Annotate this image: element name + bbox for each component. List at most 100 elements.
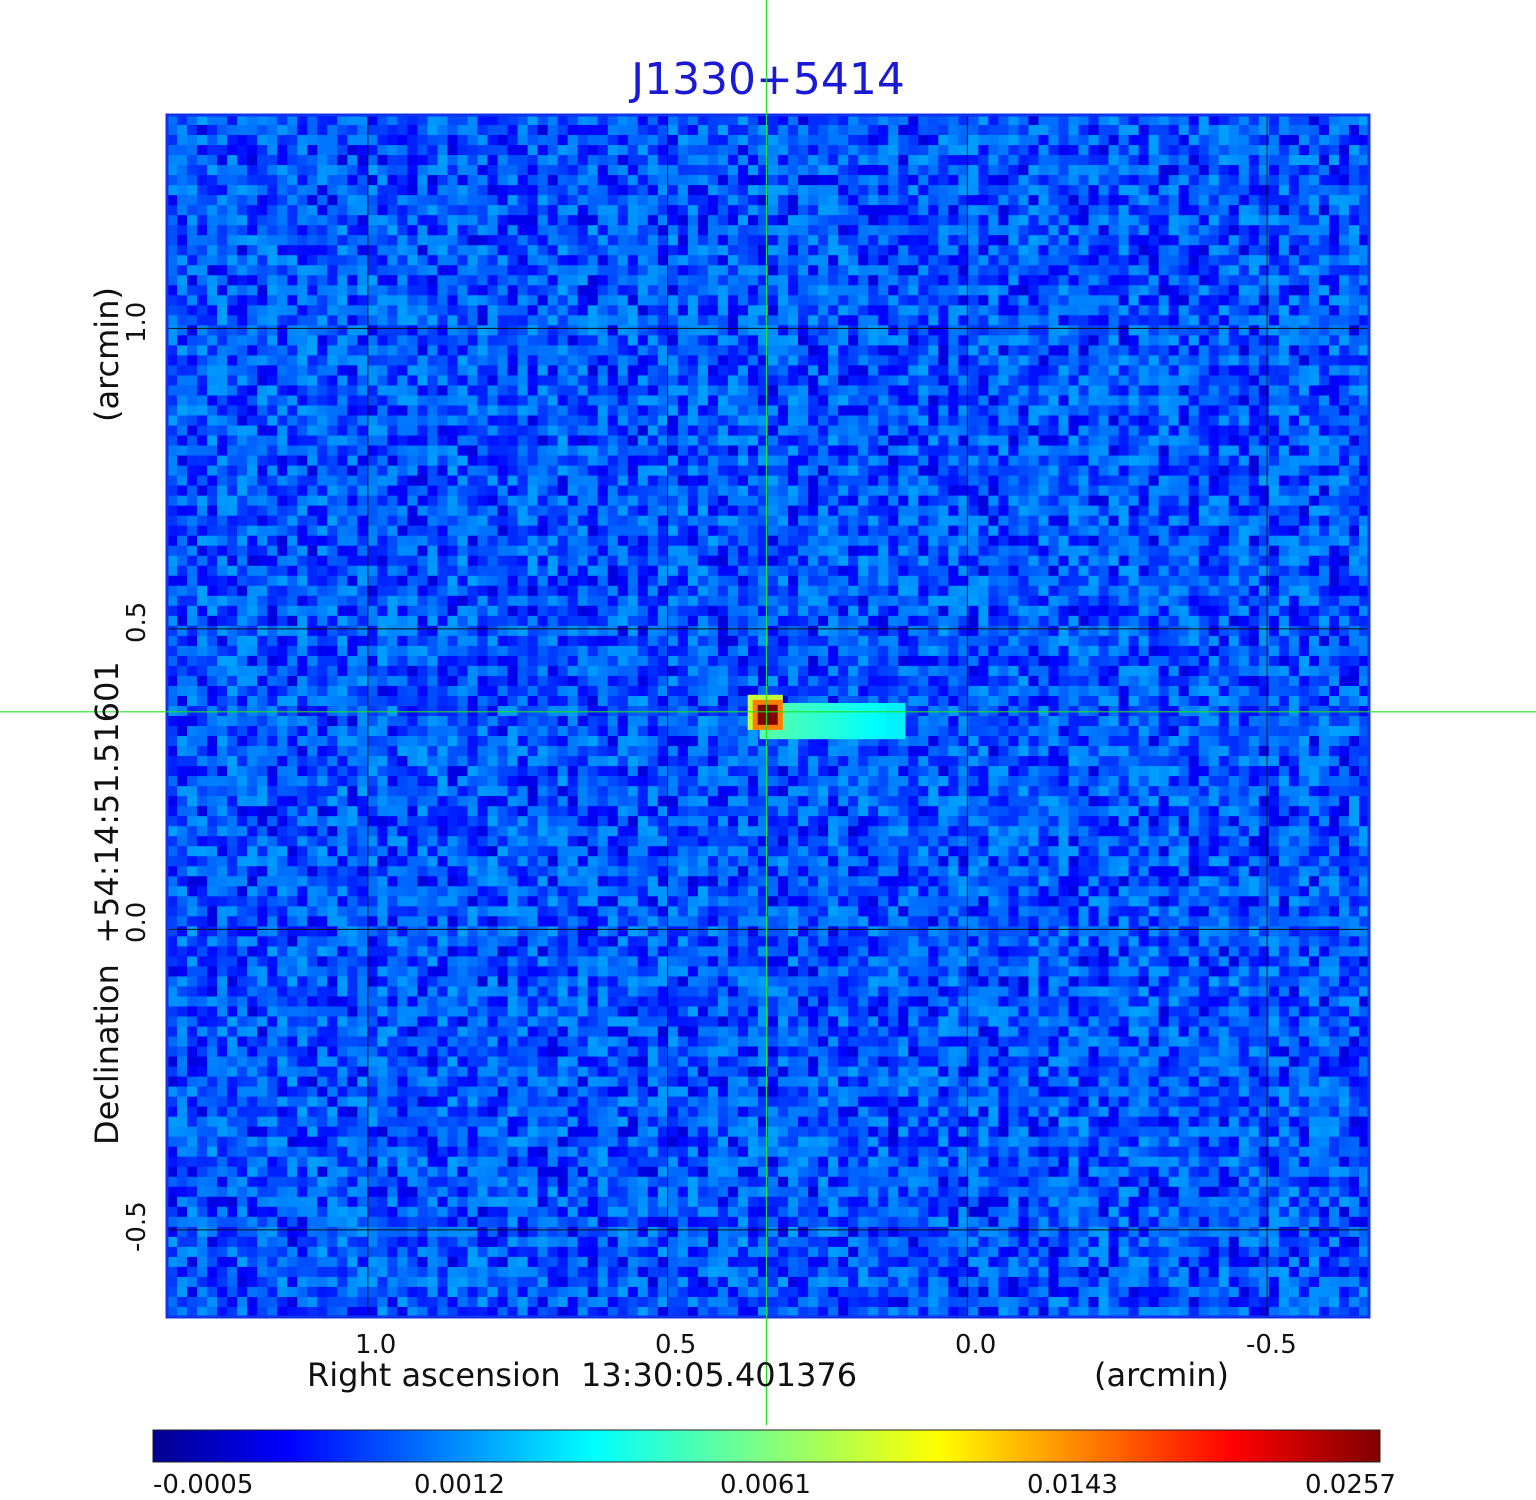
image-pixel: [848, 426, 859, 437]
image-pixel: [1109, 466, 1120, 477]
image-pixel: [287, 295, 298, 306]
image-pixel: [277, 456, 288, 467]
image-pixel: [1299, 486, 1310, 497]
image-pixel: [818, 335, 829, 346]
image-pixel: [307, 315, 318, 326]
image-pixel: [648, 355, 659, 366]
image-pixel: [257, 526, 268, 537]
image-pixel: [307, 486, 318, 497]
image-pixel: [948, 385, 959, 396]
image-pixel: [988, 165, 999, 176]
image-pixel: [638, 195, 649, 206]
image-pixel: [1219, 285, 1230, 296]
image-pixel: [357, 335, 368, 346]
image-pixel: [878, 315, 889, 326]
image-pixel: [257, 496, 268, 507]
image-pixel: [788, 405, 799, 416]
image-pixel: [778, 476, 789, 487]
image-pixel: [658, 175, 669, 186]
image-pixel: [337, 205, 348, 216]
image-pixel: [828, 355, 839, 366]
image-pixel: [1339, 436, 1350, 447]
image-pixel: [327, 355, 338, 366]
image-pixel: [187, 265, 198, 276]
image-pixel: [187, 516, 198, 527]
image-pixel: [698, 175, 709, 186]
image-pixel: [357, 275, 368, 286]
image-pixel: [718, 405, 729, 416]
image-pixel: [1159, 145, 1170, 156]
image-pixel: [357, 416, 368, 427]
image-pixel: [377, 295, 388, 306]
image-pixel: [387, 385, 398, 396]
image-pixel: [1249, 486, 1260, 497]
image-pixel: [638, 395, 649, 406]
image-pixel: [1309, 305, 1320, 316]
image-pixel: [948, 295, 959, 306]
image-pixel: [277, 305, 288, 316]
image-pixel: [868, 365, 879, 376]
image-pixel: [177, 295, 188, 306]
image-pixel: [1229, 446, 1240, 457]
image-pixel: [1038, 335, 1049, 346]
image-pixel: [1069, 125, 1080, 136]
image-pixel: [1169, 426, 1180, 437]
image-pixel: [237, 335, 248, 346]
image-pixel: [377, 456, 388, 467]
image-pixel: [788, 315, 799, 326]
image-pixel: [948, 205, 959, 216]
image-pixel: [618, 315, 629, 326]
image-pixel: [1269, 416, 1280, 427]
image-pixel: [307, 365, 318, 376]
image-pixel: [778, 405, 789, 416]
image-pixel: [538, 255, 549, 266]
image-pixel: [728, 476, 739, 487]
image-pixel: [257, 486, 268, 497]
image-pixel: [417, 496, 428, 507]
image-pixel: [608, 115, 619, 126]
image-pixel: [327, 365, 338, 376]
image-pixel: [1199, 205, 1210, 216]
image-pixel: [207, 315, 218, 326]
image-pixel: [588, 526, 599, 537]
image-pixel: [888, 516, 899, 527]
image-pixel: [1309, 405, 1320, 416]
image-pixel: [197, 185, 208, 196]
image-pixel: [938, 215, 949, 226]
image-pixel: [858, 486, 869, 497]
image-pixel: [377, 426, 388, 437]
image-pixel: [1149, 506, 1160, 517]
image-pixel: [317, 305, 328, 316]
image-pixel: [528, 466, 539, 477]
image-pixel: [848, 135, 859, 146]
image-pixel: [518, 375, 529, 386]
image-pixel: [1189, 285, 1200, 296]
image-pixel: [417, 426, 428, 437]
image-pixel: [908, 325, 919, 336]
image-pixel: [447, 335, 458, 346]
image-pixel: [407, 486, 418, 497]
image-pixel: [1058, 185, 1069, 196]
image-pixel: [327, 205, 338, 216]
image-pixel: [277, 265, 288, 276]
image-pixel: [478, 506, 489, 517]
image-pixel: [1239, 295, 1250, 306]
image-pixel: [1309, 416, 1320, 427]
image-pixel: [718, 315, 729, 326]
image-pixel: [387, 225, 398, 236]
image-pixel: [838, 446, 849, 457]
image-pixel: [588, 315, 599, 326]
image-pixel: [868, 275, 879, 286]
image-pixel: [888, 456, 899, 467]
image-pixel: [427, 466, 438, 477]
image-pixel: [918, 165, 929, 176]
image-pixel: [237, 175, 248, 186]
image-pixel: [578, 486, 589, 497]
image-pixel: [397, 395, 408, 406]
image-pixel: [528, 355, 539, 366]
image-pixel: [488, 275, 499, 286]
image-pixel: [1129, 125, 1140, 136]
image-pixel: [498, 466, 509, 477]
image-pixel: [848, 115, 859, 126]
